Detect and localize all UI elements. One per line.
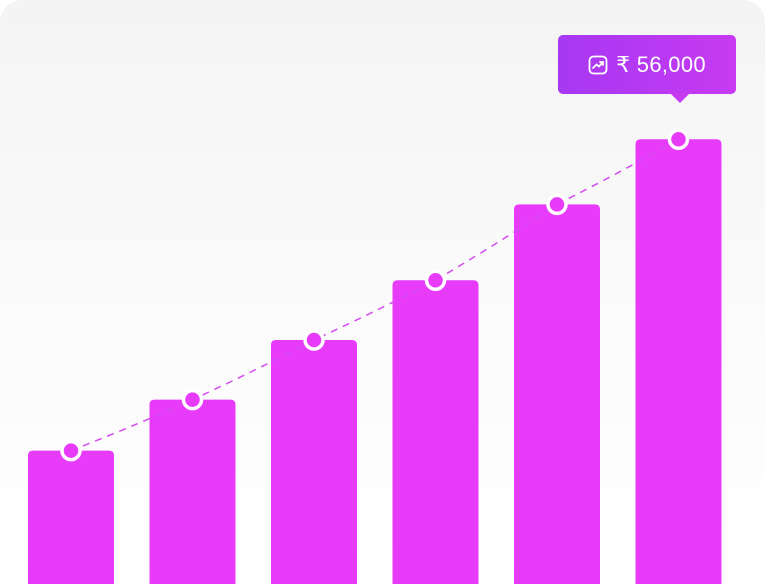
trend-point-5 <box>546 193 568 216</box>
bar-6 <box>635 139 722 584</box>
bar-1 <box>28 450 114 584</box>
bar-3 <box>271 339 357 584</box>
trend-point-6 <box>667 128 690 151</box>
trend-point-4 <box>424 269 447 292</box>
trend-point-1 <box>60 439 82 462</box>
bar-2 <box>149 399 236 584</box>
trend-point-2 <box>181 388 204 411</box>
bars <box>28 139 722 584</box>
trend-points <box>60 128 690 462</box>
trending-up-icon <box>588 55 608 74</box>
bar-4 <box>392 280 479 584</box>
tooltip-value: ₹ 56,000 <box>616 51 706 77</box>
value-tooltip: ₹ 56,000 <box>558 35 736 103</box>
trend-line <box>70 138 679 452</box>
trend-point-3 <box>303 329 325 351</box>
bar-5 <box>514 204 600 584</box>
